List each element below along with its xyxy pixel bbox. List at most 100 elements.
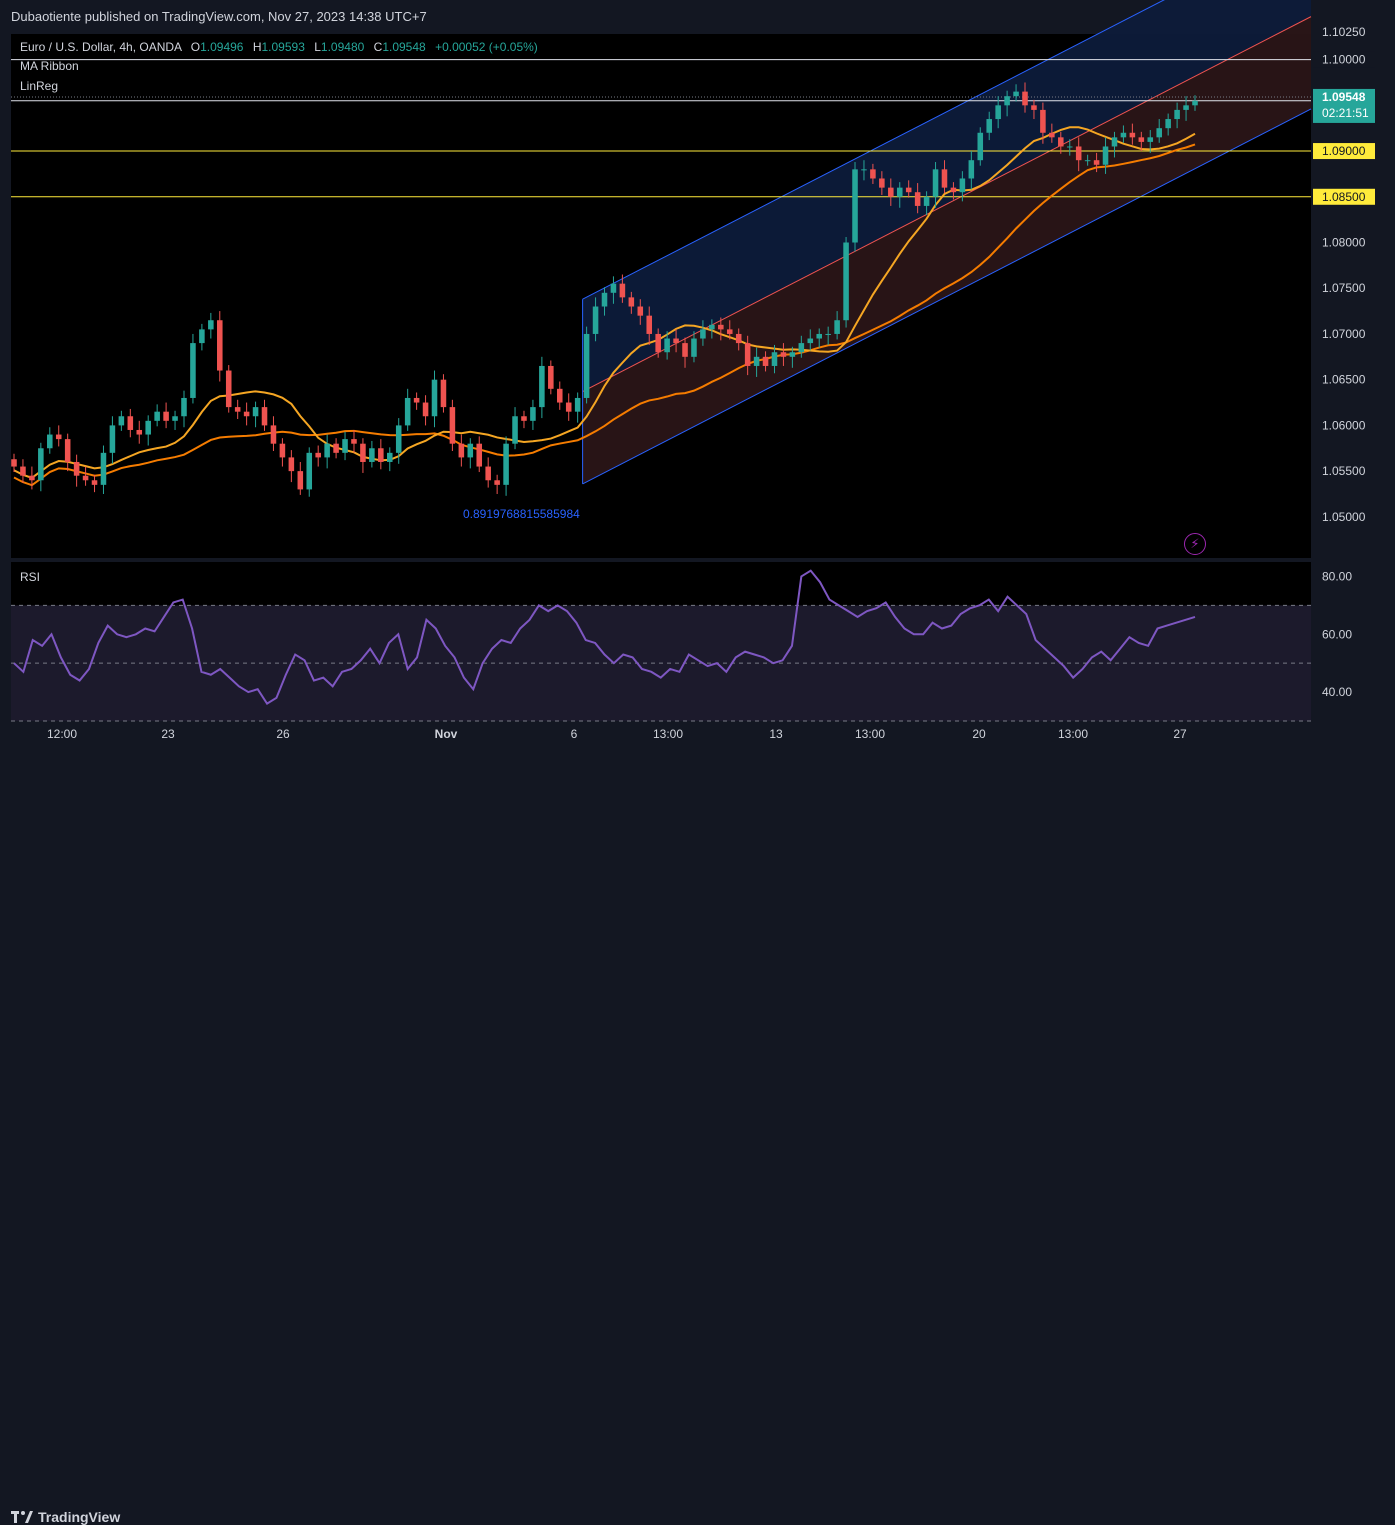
candle-body: [297, 471, 304, 490]
candle-body: [888, 187, 894, 197]
candle-body: [333, 443, 339, 453]
candle-body: [619, 283, 626, 298]
price-tick-4: 1.07000: [1322, 327, 1366, 341]
candle-body: [252, 407, 259, 417]
channel-upper-line: [582, 0, 1165, 300]
candle-body: [395, 425, 402, 453]
price-tick-top: 1.10250: [1322, 25, 1366, 39]
candle-body: [691, 338, 697, 357]
candle-body: [47, 434, 53, 449]
candle-body: [762, 356, 769, 366]
candle-body: [225, 370, 232, 408]
high-value: 1.09593: [261, 40, 305, 54]
candle-body: [718, 324, 724, 330]
lightning-icon[interactable]: ⚡: [1184, 533, 1206, 555]
candle-body: [386, 452, 393, 462]
level-tag-bg-3: [1313, 188, 1375, 205]
candle-body: [1183, 105, 1189, 110]
candle-body: [324, 443, 330, 458]
candle-body: [995, 105, 1001, 120]
candle-body: [530, 407, 536, 421]
candle-body: [861, 169, 867, 171]
candle-body: [932, 169, 939, 197]
candle-body: [288, 457, 295, 472]
channel-lower-fill: [582, 16, 1311, 484]
candle-body: [592, 306, 599, 334]
candle-body: [467, 443, 474, 458]
rsi-legend[interactable]: RSI: [20, 570, 41, 584]
candle-body: [1022, 91, 1028, 106]
candle-body: [512, 416, 518, 444]
candle-body: [539, 365, 545, 408]
low-value: 1.09480: [320, 40, 365, 54]
candle-body: [798, 343, 805, 353]
candle-body: [896, 187, 903, 197]
time-tick-7: 13:00: [855, 727, 885, 741]
open-label: O: [190, 40, 201, 54]
candle-body: [664, 338, 670, 353]
tradingview-logo[interactable]: TradingView: [11, 1509, 120, 1525]
candle-body: [1165, 119, 1171, 129]
candle-body: [565, 402, 572, 412]
candle-body: [556, 388, 563, 403]
level-tag-0: 1.10000: [1322, 53, 1366, 67]
candle-body: [118, 416, 125, 426]
publisher-line: Dubaotiente published on TradingView.com…: [11, 9, 427, 24]
candle-body: [879, 178, 885, 188]
low-label: L: [314, 40, 321, 54]
candle-body: [270, 425, 277, 444]
symbol-legend[interactable]: Euro / U.S. Dollar, 4h, OANDA O1.09496 H…: [20, 40, 538, 54]
rsi-axis: 40.00 60.00 80.00: [1322, 569, 1352, 699]
candle-body: [73, 461, 80, 476]
price-tick-0: 1.05000: [1322, 510, 1366, 524]
candle-body: [870, 169, 876, 179]
candle-body: [1084, 160, 1091, 162]
candle-body: [217, 320, 223, 371]
candle-body: [521, 416, 527, 421]
candle-body: [601, 292, 608, 307]
candle-body: [181, 397, 187, 417]
time-tick-3: Nov: [435, 727, 458, 741]
level-tag-3: 1.08500: [1322, 190, 1366, 204]
candle-body: [700, 329, 706, 339]
current-price-value: 1.09548: [1322, 90, 1366, 104]
candle-body: [109, 425, 116, 453]
candle-body: [1120, 132, 1127, 138]
candle-body: [100, 452, 107, 485]
candle-body: [55, 434, 62, 440]
candle-body: [20, 466, 26, 476]
candle-body: [306, 452, 313, 490]
candle-body: [941, 169, 948, 188]
ma-ribbon-legend[interactable]: MA Ribbon: [20, 59, 79, 73]
ma-fast-line: [13, 126, 1196, 479]
candle-body: [342, 439, 348, 453]
candle-body: [655, 333, 661, 353]
candle-body: [950, 187, 957, 193]
linreg-legend[interactable]: LinReg: [20, 79, 59, 93]
time-tick-10: 27: [1173, 727, 1187, 741]
candle-body: [1013, 91, 1019, 97]
candle-body: [1156, 128, 1162, 138]
chart-canvas[interactable]: 1.05000 1.05500 1.06000 1.06500 1.07000 1.075…: [0, 0, 1395, 749]
tradingview-brand: TradingView: [38, 1509, 121, 1525]
candle-body: [852, 169, 858, 243]
candle-body: [234, 407, 241, 412]
candle-body: [199, 329, 205, 344]
level-tag-bg-0: [1313, 51, 1375, 68]
candle-body: [977, 132, 984, 161]
candle-body: [709, 324, 715, 330]
candle-body: [38, 448, 44, 481]
candle-body: [1031, 105, 1037, 110]
candle-body: [1058, 137, 1064, 147]
candle-body: [136, 429, 143, 435]
time-tick-4: 6: [571, 727, 578, 741]
candle-body: [646, 315, 653, 334]
candle-body: [261, 407, 268, 426]
candle-body: [485, 466, 491, 481]
candle-body: [315, 452, 321, 458]
candle-body: [82, 475, 89, 481]
candle-body: [753, 356, 760, 366]
candle-body: [959, 178, 966, 193]
candle-body: [172, 416, 178, 421]
linreg-value-label: 0.8919768815585984: [463, 507, 580, 521]
